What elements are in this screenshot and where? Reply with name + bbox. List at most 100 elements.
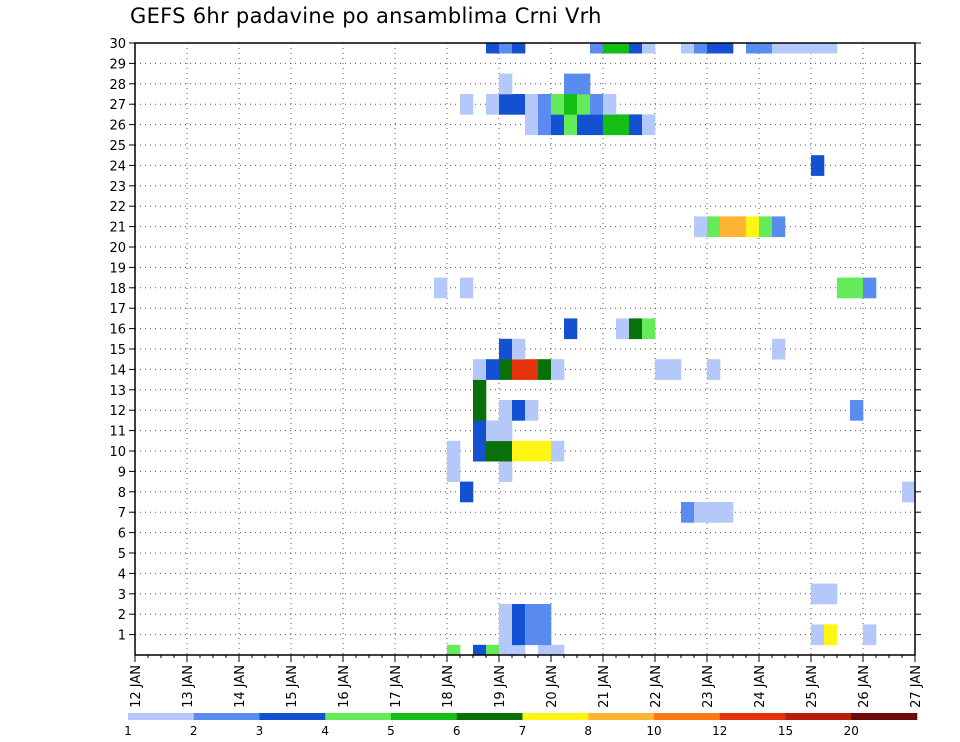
heatmap-cell	[538, 624, 552, 646]
colorbar-label: 7	[519, 724, 527, 738]
colorbar-swatch	[851, 713, 918, 720]
heatmap-cell	[603, 94, 617, 115]
heatmap-cell	[512, 94, 526, 115]
heatmap-cell	[642, 43, 656, 54]
heatmap-cell	[499, 461, 513, 482]
y-tick-label: 7	[118, 506, 126, 521]
heatmap-cell	[694, 43, 708, 54]
y-tick-label: 16	[109, 323, 126, 338]
heatmap-cell	[811, 155, 825, 176]
heatmap-cell	[499, 94, 513, 115]
heatmap-cell	[629, 43, 643, 54]
colorbar-swatch	[456, 713, 523, 720]
heatmap-cell	[512, 400, 526, 421]
heatmap-cell	[616, 43, 630, 54]
y-tick-label: 15	[109, 343, 126, 358]
y-tick-label: 6	[118, 527, 126, 542]
heatmap-cell	[486, 94, 500, 115]
heatmap-cell	[525, 114, 539, 136]
colorbar-label: 20	[844, 724, 859, 738]
heatmap-cell	[642, 114, 656, 136]
heatmap-cell	[538, 359, 552, 380]
heatmap-cell	[811, 43, 825, 54]
heatmap-cell	[551, 359, 565, 380]
heatmap-cell	[538, 644, 552, 656]
heatmap-cell	[707, 502, 721, 523]
y-tick-label: 12	[109, 404, 126, 419]
heatmap-cell	[577, 73, 591, 95]
x-tick-label: 23 JAN	[701, 665, 716, 708]
heatmap-cell	[668, 359, 682, 380]
heatmap-cell	[512, 43, 526, 54]
x-tick-label: 14 JAN	[233, 665, 248, 708]
heatmap-cell	[707, 43, 721, 54]
y-tick-label: 14	[109, 363, 126, 378]
heatmap-cell	[850, 400, 864, 421]
heatmap-cell	[772, 216, 786, 238]
colorbar-swatch	[522, 713, 589, 720]
heatmap-cell	[512, 624, 526, 646]
y-tick-label: 13	[109, 384, 126, 399]
heatmap-cell	[486, 420, 500, 442]
y-tick-label: 10	[109, 445, 126, 460]
x-tick-label: 21 JAN	[597, 665, 612, 708]
colorbar-swatch	[785, 713, 852, 720]
heatmap-cell	[499, 624, 513, 646]
heatmap-cell	[512, 644, 526, 656]
heatmap-cell	[720, 502, 734, 523]
y-tick-label: 28	[109, 78, 126, 93]
heatmap-cell	[499, 400, 513, 421]
heatmap-cell	[525, 440, 539, 462]
heatmap-cell	[447, 440, 461, 462]
heatmap-cell	[798, 43, 812, 54]
y-tick-label: 4	[118, 567, 126, 582]
heatmap-cell	[512, 440, 526, 462]
heatmap-cell	[551, 94, 565, 115]
heatmap-cell	[512, 338, 526, 360]
colorbar: 1 2 3 4 5 6 7 8 10 12 15 20	[124, 713, 918, 738]
heatmap-cell	[447, 461, 461, 482]
heatmap-cell	[499, 644, 513, 656]
heatmap-cell	[629, 318, 643, 340]
colorbar-swatch	[719, 713, 786, 720]
colorbar-label: 2	[190, 724, 198, 738]
heatmap-cell	[512, 359, 526, 380]
heatmap-cell	[824, 583, 838, 605]
heatmap-cell	[837, 277, 851, 299]
y-tick-label: 5	[118, 547, 126, 562]
colorbar-label: 6	[453, 724, 461, 738]
heatmap-cell	[486, 43, 500, 54]
colorbar-label: 10	[646, 724, 661, 738]
heatmap-cell	[525, 94, 539, 115]
heatmap-cell	[746, 216, 760, 238]
heatmap-cell	[486, 644, 500, 656]
colorbar-label: 15	[778, 724, 793, 738]
y-tick-label: 11	[109, 425, 126, 440]
x-tick-label: 12 JAN	[129, 665, 144, 708]
heatmap-cell	[551, 114, 565, 136]
heatmap-cell	[824, 624, 838, 646]
heatmap-cell	[720, 216, 734, 238]
heatmap-cell	[603, 114, 617, 136]
colorbar-swatch	[259, 713, 326, 720]
heatmap-cell	[499, 420, 513, 442]
x-tick-label: 15 JAN	[285, 665, 300, 708]
colorbar-swatch	[128, 713, 195, 720]
heatmap-cell	[642, 318, 656, 340]
heatmap-cell	[538, 114, 552, 136]
heatmap-cell	[551, 644, 565, 656]
heatmap-cell	[850, 277, 864, 299]
colorbar-swatch	[193, 713, 260, 720]
x-tick-label: 25 JAN	[805, 665, 820, 708]
x-tick-label: 26 JAN	[857, 665, 872, 708]
heatmap-cell	[473, 420, 487, 442]
heatmap-cell	[473, 644, 487, 656]
heatmap-cell	[473, 359, 487, 380]
heatmap-cell	[746, 43, 760, 54]
heatmap-cell	[824, 43, 838, 54]
heatmap-cell	[590, 94, 604, 115]
heatmap-cell	[499, 604, 513, 625]
heatmap-cell	[577, 114, 591, 136]
x-tick-label: 22 JAN	[649, 665, 664, 708]
